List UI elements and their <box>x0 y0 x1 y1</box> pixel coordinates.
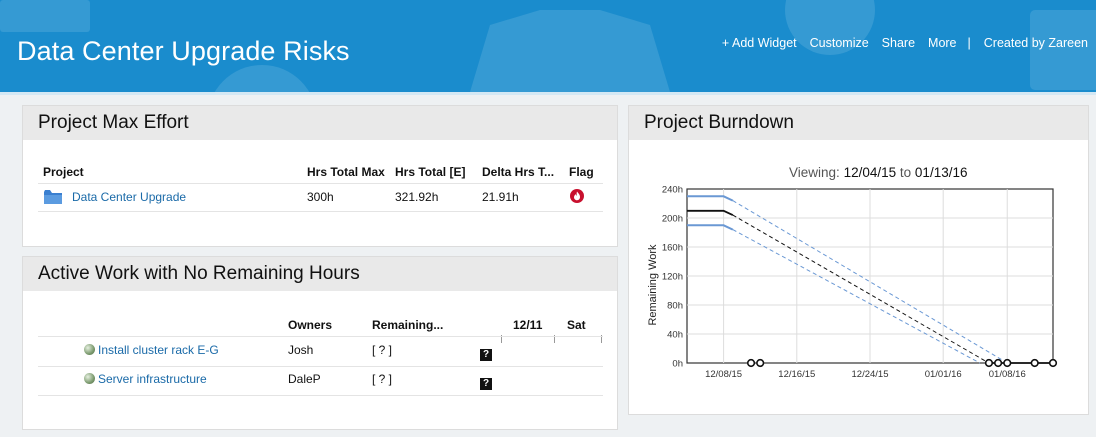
x-tick-label: 12/24/15 <box>852 369 889 380</box>
y-tick-label: 120h <box>662 272 683 283</box>
panel-title: Project Burndown <box>629 106 1088 140</box>
hrs-total-e-value: 321.92h <box>395 190 439 204</box>
y-tick-label: 200h <box>662 214 683 225</box>
viewing-range: Viewing: 12/04/15 to 01/13/16 <box>789 165 967 180</box>
burndown-panel: Project Burndown Viewing: 12/04/15 to 01… <box>628 105 1089 415</box>
customize-link[interactable]: Customize <box>809 36 869 50</box>
add-widget-link[interactable]: + Add Widget <box>721 36 797 50</box>
flame-icon <box>570 189 584 203</box>
burndown-series-line <box>732 214 990 364</box>
y-tick-label: 160h <box>662 243 683 254</box>
remaining-value[interactable]: [ ? ] <box>372 343 393 357</box>
column-header-project[interactable]: Project <box>43 165 84 179</box>
max-effort-table: Project Hrs Total Max Hrs Total [E] Delt… <box>23 140 617 246</box>
column-divider <box>501 335 502 343</box>
row-divider <box>38 211 603 212</box>
viewing-from-date[interactable]: 12/04/15 <box>843 165 897 180</box>
column-header-flag[interactable]: Flag <box>569 165 594 179</box>
row-divider <box>38 366 603 367</box>
viewing-to-date[interactable]: 01/13/16 <box>914 165 968 180</box>
data-point-marker[interactable] <box>1030 358 1039 368</box>
max-effort-panel: Project Max Effort Project Hrs Total Max… <box>22 105 618 247</box>
project-link[interactable]: Data Center Upgrade <box>72 190 187 204</box>
column-header-hrs-total-max[interactable]: Hrs Total Max <box>307 165 385 179</box>
header-banner: Data Center Upgrade Risks + Add Widget C… <box>0 0 1096 92</box>
y-axis-label: Remaining Work <box>647 244 659 326</box>
column-header-delta[interactable]: Delta Hrs T... <box>482 165 555 179</box>
viewing-label: Viewing: <box>789 165 840 180</box>
unknown-cell: ? <box>480 346 492 361</box>
background-decoration <box>0 0 1096 92</box>
status-orb-icon <box>84 344 95 355</box>
delta-value: 21.91h <box>482 190 519 204</box>
burndown-series-line <box>732 229 981 364</box>
data-point-marker[interactable] <box>984 358 994 368</box>
y-tick-label: 240h <box>662 185 683 196</box>
row-divider <box>38 183 603 184</box>
column-header-remaining[interactable]: Remaining... <box>372 318 444 332</box>
column-header-owners[interactable]: Owners <box>288 318 333 332</box>
burndown-series-line <box>687 209 734 216</box>
column-header-hrs-total-e[interactable]: Hrs Total [E] <box>395 165 466 179</box>
column-divider <box>601 335 602 343</box>
remaining-value[interactable]: [ ? ] <box>372 372 393 386</box>
panel-title: Project Max Effort <box>23 106 617 140</box>
flag-cell <box>570 189 584 206</box>
status-orb-icon <box>84 373 95 384</box>
question-icon: ? <box>480 378 492 390</box>
page-title: Data Center Upgrade Risks <box>17 36 350 66</box>
column-header-sat[interactable]: Sat <box>567 318 586 332</box>
x-tick-label: 01/01/16 <box>925 369 962 380</box>
owner-value: Josh <box>288 343 314 357</box>
panel-title: Active Work with No Remaining Hours <box>23 257 617 291</box>
viewing-to-label: to <box>899 165 912 180</box>
y-tick-label: 0h <box>672 359 683 370</box>
banner-divider <box>0 92 1096 95</box>
row-divider <box>38 395 603 396</box>
y-tick-label: 40h <box>667 330 683 341</box>
data-point-marker[interactable] <box>1003 358 1012 368</box>
unknown-cell: ? <box>480 375 492 390</box>
header-actions: + Add Widget Customize Share More | Crea… <box>709 36 1088 50</box>
task-link[interactable]: Install cluster rack E-G <box>84 343 219 357</box>
created-by-link[interactable]: Created by Zareen <box>983 36 1088 50</box>
data-point-marker[interactable] <box>1048 358 1058 368</box>
question-icon: ? <box>480 349 492 361</box>
data-point-marker[interactable] <box>746 358 756 368</box>
data-point-marker[interactable] <box>994 358 1003 368</box>
x-tick-label: 12/08/15 <box>705 369 742 380</box>
row-divider <box>38 336 603 337</box>
task-link[interactable]: Server infrastructure <box>84 372 207 386</box>
more-link[interactable]: More <box>928 36 957 50</box>
column-header-date[interactable]: 12/11 <box>513 318 543 332</box>
column-divider <box>554 335 555 343</box>
hrs-total-max-value: 300h <box>307 190 334 204</box>
separator: | <box>967 36 971 50</box>
x-tick-label: 12/16/15 <box>778 369 815 380</box>
burndown-chart: Remaining Work 0h40h80h120h160h200h240h … <box>647 185 1058 380</box>
active-work-panel: Active Work with No Remaining Hours Owne… <box>22 256 618 430</box>
owner-value: DaleP <box>288 372 321 386</box>
folder-icon <box>44 190 62 204</box>
data-point-marker[interactable] <box>756 358 765 368</box>
burndown-series-line <box>687 195 734 202</box>
task-name: Server infrastructure <box>98 372 207 386</box>
burndown-series-line <box>687 224 734 231</box>
y-tick-label: 80h <box>667 301 683 312</box>
share-link[interactable]: Share <box>881 36 916 50</box>
active-work-table: Owners Remaining... 12/11 Sat Install cl… <box>23 291 617 429</box>
x-tick-label: 01/08/16 <box>989 369 1026 380</box>
task-name: Install cluster rack E-G <box>98 343 219 357</box>
